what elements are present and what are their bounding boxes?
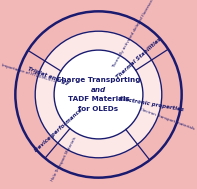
Text: Electronic properties: Electronic properties <box>119 96 184 112</box>
Text: and: and <box>91 87 106 93</box>
Text: Charge Transporting: Charge Transporting <box>56 77 141 83</box>
Circle shape <box>15 11 182 178</box>
Text: Device performance: Device performance <box>33 108 83 153</box>
Text: Hole Transport Materials: Hole Transport Materials <box>51 136 78 182</box>
Text: Importance of HTL/EML/ETL: Importance of HTL/EML/ETL <box>1 63 56 83</box>
Text: for OLEDs: for OLEDs <box>78 106 119 112</box>
Text: TADF Materials: TADF Materials <box>68 96 129 102</box>
Text: Thermal Stabilities: Thermal Stabilities <box>115 37 162 80</box>
Circle shape <box>54 50 143 139</box>
Text: Triplet energy: Triplet energy <box>27 66 69 86</box>
Text: Thermally activated delayed fluorescence: Thermally activated delayed fluorescence <box>112 0 158 69</box>
Text: Electron Transport materials: Electron Transport materials <box>139 108 195 131</box>
